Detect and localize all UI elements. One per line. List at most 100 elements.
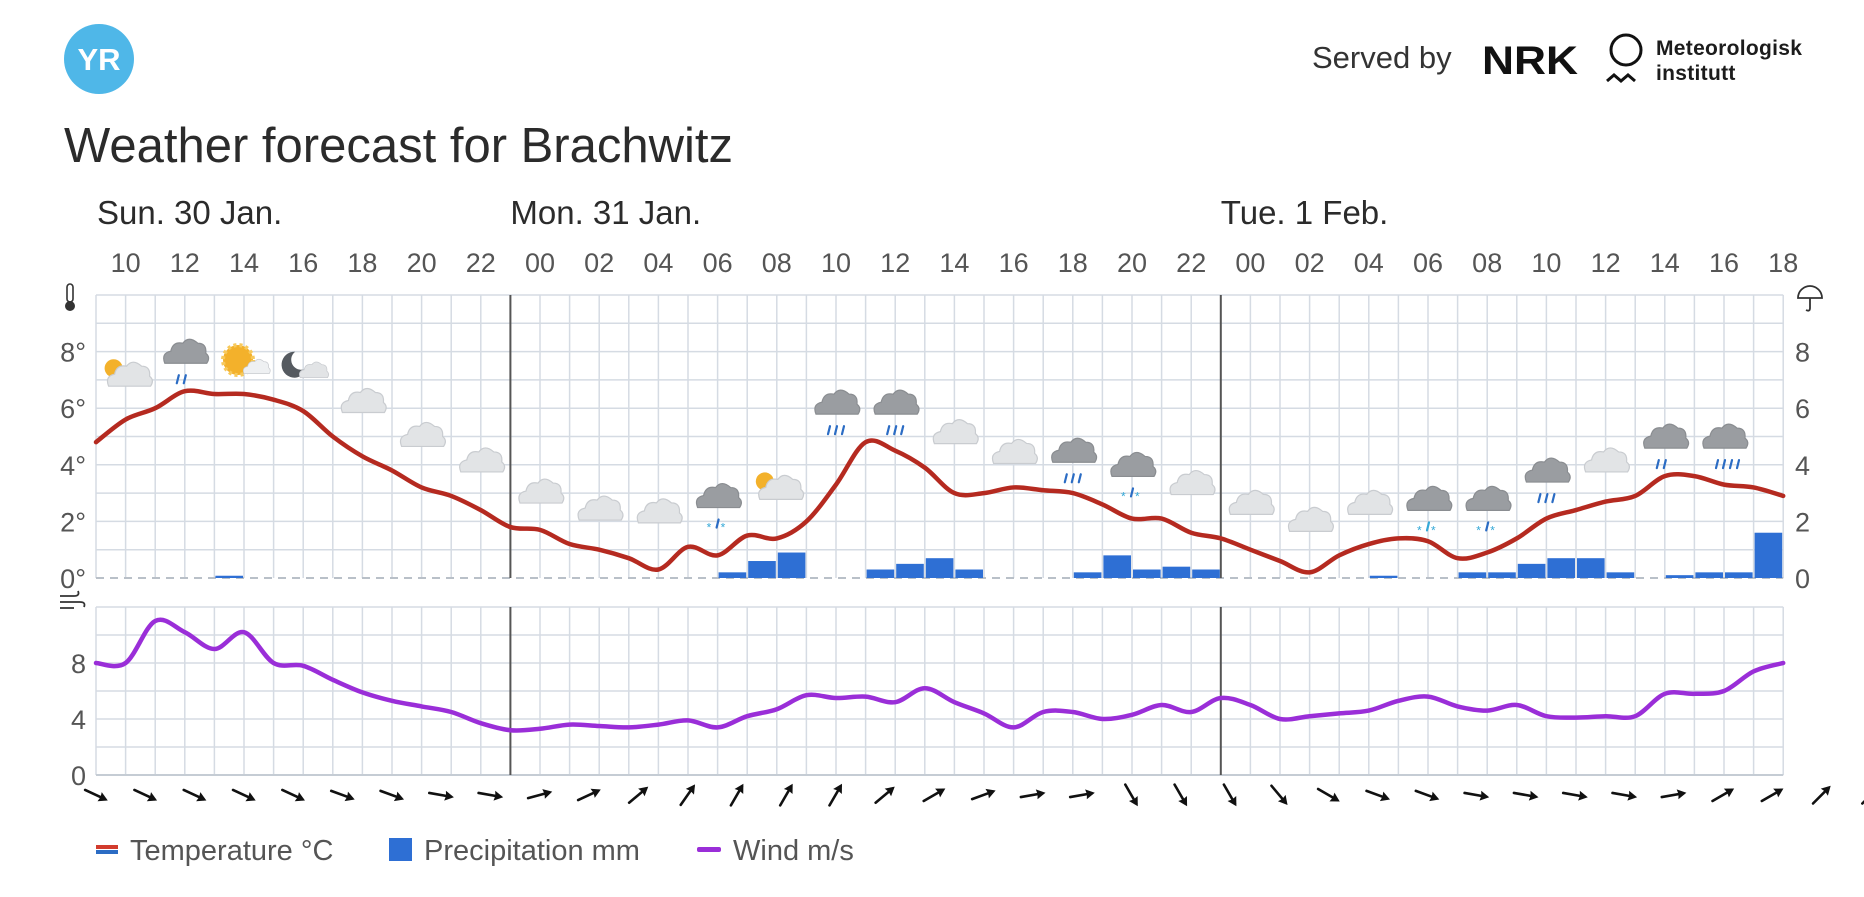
day-label: Tue. 1 Feb. xyxy=(1221,194,1389,231)
wind-arrow-head xyxy=(493,790,504,801)
wind-arrow-head xyxy=(783,783,793,795)
hour-tick-label: 08 xyxy=(762,248,792,278)
wind-arrow-icon xyxy=(970,788,996,801)
legend: Temperature °C Precipitation mm Wind m/s xyxy=(96,835,854,867)
cloud-body xyxy=(695,482,742,509)
wind-arrow-icon xyxy=(1811,785,1831,805)
hour-tick-label: 16 xyxy=(1709,248,1739,278)
weather-icon-cloud xyxy=(932,419,979,445)
wind-arrow-icon xyxy=(83,788,108,802)
raindrop xyxy=(1425,521,1431,532)
cloud-body xyxy=(1228,489,1275,515)
raindrop xyxy=(182,374,187,385)
weather-icon-cloud xyxy=(991,438,1038,465)
precipitation-bar xyxy=(866,569,895,578)
cloud-body xyxy=(106,361,153,387)
temperature-tick-label: 2° xyxy=(60,507,86,537)
cloud-shape xyxy=(758,474,805,500)
weather-symbols: * ** ** * * * xyxy=(104,338,1749,537)
temperature-tick-label: 0° xyxy=(60,564,86,594)
wind-arrow-icon xyxy=(1124,783,1138,807)
wind-arrow-head xyxy=(196,792,207,802)
wind-arrow-icon xyxy=(526,789,553,800)
wind-arrow-icon xyxy=(1561,790,1588,801)
precipitation-bar xyxy=(718,572,747,578)
precipitation-bar xyxy=(1665,575,1694,578)
precipitation-tick-label: 2 xyxy=(1795,507,1810,537)
hour-tick-label: 22 xyxy=(466,248,496,278)
cloud-body xyxy=(932,419,979,445)
wind-arrow-head xyxy=(1528,790,1539,801)
wind-arrow-head xyxy=(393,791,405,802)
raindrop xyxy=(1655,459,1660,470)
hour-tick-label: 16 xyxy=(999,248,1029,278)
wind-arrow-head xyxy=(685,784,696,795)
met-institute-line2: institutt xyxy=(1656,62,1736,85)
cloud-body xyxy=(758,474,805,500)
hour-tick-label: 10 xyxy=(1531,248,1561,278)
precipitation-tick-label: 0 xyxy=(1795,564,1810,594)
wind-icon-lines xyxy=(60,590,86,609)
raindrop xyxy=(1077,473,1082,484)
precipitation-bars xyxy=(215,532,1783,578)
raindrop xyxy=(900,425,905,436)
cloud-shape xyxy=(242,358,271,375)
hour-tick-label: 20 xyxy=(407,248,437,278)
legend-swatch-temperature-bottom xyxy=(96,850,118,854)
grid xyxy=(95,294,1784,776)
wind-icon xyxy=(60,590,86,609)
hour-tick-label: 14 xyxy=(1650,248,1680,278)
wind-arrow-icon xyxy=(1512,790,1539,801)
cloud-body xyxy=(1524,457,1571,483)
raindrop xyxy=(1537,492,1542,504)
wind-arrow-icon xyxy=(922,788,946,803)
wind-arrow-icon xyxy=(627,786,649,805)
cloud-body xyxy=(1169,469,1216,496)
temperature-tick-label: 4° xyxy=(60,451,86,481)
served-by-label: Served by xyxy=(1312,40,1452,75)
hour-tick-label: 20 xyxy=(1117,248,1147,278)
wind-arrow-icon xyxy=(477,790,504,801)
thermometer-icon xyxy=(65,283,75,311)
legend-label-temperature: Temperature °C xyxy=(130,835,333,867)
hour-tick-label: 12 xyxy=(170,248,200,278)
weather-icon-cloud-rain xyxy=(1524,457,1571,504)
raindrop xyxy=(1063,473,1068,484)
wind-arrow-head xyxy=(294,792,305,802)
thermometer-stem xyxy=(66,283,74,303)
day-label: Sun. 30 Jan. xyxy=(97,194,282,231)
wind-arrow-head xyxy=(1329,792,1340,802)
cloud-shape xyxy=(399,421,446,448)
temperature-tick-label: 6° xyxy=(60,394,86,424)
cloud-shape xyxy=(1643,423,1690,449)
wind-arrow-head xyxy=(1277,794,1288,805)
weather-icon-cloud-rain xyxy=(814,389,861,436)
wind-arrow-icon xyxy=(1019,789,1046,800)
raindrop xyxy=(715,518,720,529)
weather-icon-cloud xyxy=(1228,489,1275,515)
cloud-shape xyxy=(459,447,506,473)
wind-arrow-head xyxy=(245,792,256,802)
legend-item-temperature: Temperature °C xyxy=(96,835,333,867)
hour-tick-label: 00 xyxy=(1235,248,1265,278)
cloud-shape xyxy=(1287,506,1334,532)
cloud-shape xyxy=(1524,457,1571,483)
met-institute-line1: Meteorologisk xyxy=(1656,37,1803,60)
cloud-shape xyxy=(1228,489,1275,515)
wind-arrow-icon xyxy=(1861,786,1864,805)
cloud-shape xyxy=(299,361,330,378)
wind-arrow-icon xyxy=(1611,790,1638,801)
wind-arrow-icon xyxy=(576,788,601,802)
wind-arrow-icon xyxy=(1463,790,1490,801)
cloud-shape xyxy=(106,361,153,387)
snowflake-glyph: * xyxy=(1121,489,1126,503)
precipitation-bar xyxy=(1103,555,1131,578)
snowflake-glyph: * xyxy=(1135,489,1140,503)
precipitation-tick-label: 6 xyxy=(1795,394,1810,424)
umbrella-icon xyxy=(1797,285,1823,312)
wind-arrow-icon xyxy=(281,788,305,802)
wind-arrow-head xyxy=(935,788,946,798)
cloud-body xyxy=(873,389,920,415)
hour-tick-label: 04 xyxy=(643,248,673,278)
